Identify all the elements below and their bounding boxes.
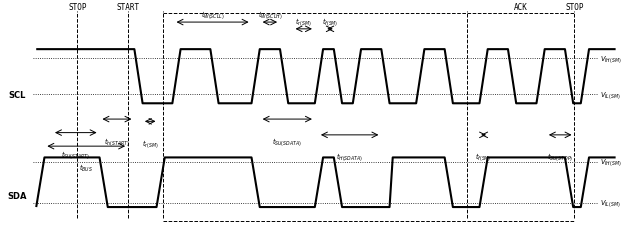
Text: $t_{h(START)}$: $t_{h(START)}$ bbox=[104, 135, 130, 147]
Text: $t_{SU(STOP)}$: $t_{SU(STOP)}$ bbox=[547, 151, 574, 163]
Text: START: START bbox=[116, 3, 139, 12]
Text: $t_{r(SM)}$: $t_{r(SM)}$ bbox=[142, 137, 158, 149]
Text: STOP: STOP bbox=[68, 3, 86, 12]
Text: $V_{IL(SM)}$: $V_{IL(SM)}$ bbox=[600, 197, 621, 208]
Text: $V_{IH(SM)}$: $V_{IH(SM)}$ bbox=[600, 54, 621, 64]
Text: $t_{BUS}$: $t_{BUS}$ bbox=[80, 162, 93, 173]
Text: $V_{IH(SM)}$: $V_{IH(SM)}$ bbox=[600, 157, 621, 168]
Text: SDA: SDA bbox=[8, 191, 27, 201]
Text: $t_{r(SM)}$: $t_{r(SM)}$ bbox=[295, 16, 312, 27]
Text: SCL: SCL bbox=[8, 90, 26, 99]
Text: $t_{W(SCLH)}$: $t_{W(SCLH)}$ bbox=[258, 9, 282, 21]
Text: ACK: ACK bbox=[514, 3, 528, 12]
Text: $V_{IL(SM)}$: $V_{IL(SM)}$ bbox=[600, 89, 621, 100]
Text: $t_{W(SCLL)}$: $t_{W(SCLL)}$ bbox=[201, 9, 225, 21]
Text: $t_{f(SM)}$: $t_{f(SM)}$ bbox=[322, 16, 338, 27]
Text: $t_{f(SM)}$: $t_{f(SM)}$ bbox=[475, 151, 492, 163]
Text: $t_{SU(START)}$: $t_{SU(START)}$ bbox=[61, 149, 90, 161]
Text: $t_{SU(SDATA)}$: $t_{SU(SDATA)}$ bbox=[272, 135, 302, 147]
Text: $t_{H(SDATA)}$: $t_{H(SDATA)}$ bbox=[336, 151, 363, 163]
Text: STOP: STOP bbox=[565, 3, 584, 12]
